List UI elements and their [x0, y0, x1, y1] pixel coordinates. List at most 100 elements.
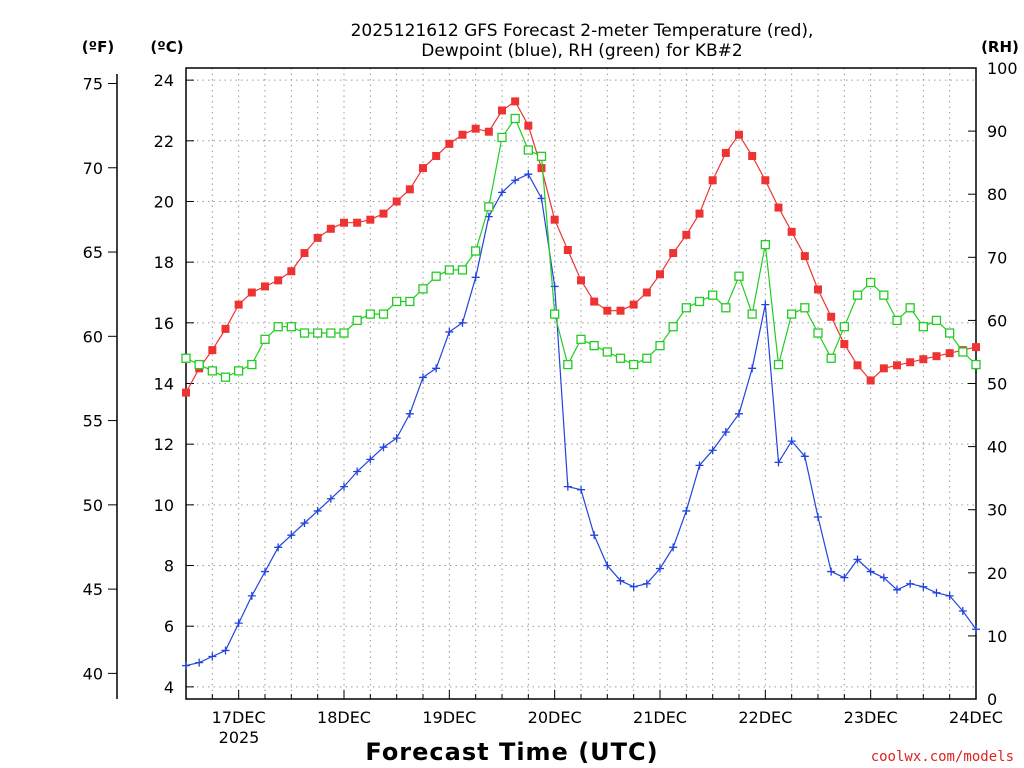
temperature-point [669, 249, 678, 258]
rh-point [866, 277, 876, 288]
rh-tick-label: 80 [987, 185, 1007, 204]
rh-point [800, 303, 810, 313]
temperature-point [906, 358, 915, 367]
dewpoint-point [247, 591, 256, 600]
x-tick-label: 19DEC [422, 708, 476, 727]
rh-tick-label: 100 [987, 59, 1018, 78]
x-tick-label: 20DEC [528, 708, 582, 727]
rh-tick-label: 30 [987, 501, 1007, 520]
temperature-point [577, 276, 585, 285]
celsius-tick-label: 16 [154, 314, 174, 333]
dewpoint-point [366, 455, 375, 464]
temperature-point [761, 176, 770, 185]
rh-point [576, 334, 586, 344]
dewpoint-point [945, 591, 954, 600]
temperature-point [853, 361, 862, 370]
rh-point [629, 359, 639, 370]
dewpoint-point [458, 318, 467, 327]
dewpoint-point [405, 409, 414, 418]
rh-point [615, 353, 626, 363]
celsius-tick-label: 10 [154, 496, 174, 515]
dewpoint-point [590, 531, 599, 540]
fahrenheit-tick-label: 50 [83, 496, 103, 515]
rh-point [405, 296, 415, 307]
dewpoint-point [695, 461, 704, 470]
temperature-point [458, 130, 467, 139]
dewpoint-point [827, 567, 836, 576]
rh-point [681, 303, 691, 313]
dewpoint-point [682, 506, 691, 515]
temperature-point [208, 346, 217, 355]
fahrenheit-tick-label: 40 [83, 664, 103, 683]
temperature-point [326, 224, 335, 233]
temperature-point [405, 185, 414, 194]
temperature-point [840, 340, 849, 349]
rh-point [194, 359, 204, 370]
dewpoint-point [419, 373, 427, 382]
rh-point [773, 359, 784, 370]
temperature-point [511, 97, 520, 106]
temperature-point [682, 230, 691, 239]
dewpoint-point [642, 579, 651, 588]
rh-point [523, 145, 533, 155]
celsius-tick-label: 12 [154, 435, 174, 454]
rh-point [945, 328, 955, 338]
dewpoint-point [866, 567, 875, 576]
x-tick-label: 18DEC [317, 708, 371, 727]
rh-point [431, 271, 441, 281]
fahrenheit-tick-label: 55 [83, 412, 103, 431]
rh-point [207, 366, 217, 376]
rh-point [589, 340, 599, 351]
temperature-point [774, 203, 783, 212]
temperature-point [800, 252, 809, 261]
dewpoint-point [787, 437, 796, 446]
rh-point [339, 328, 349, 338]
fahrenheit-tick-label: 75 [83, 75, 103, 94]
fahrenheit-unit-label: (ºF) [82, 38, 114, 56]
celsius-tick-label: 6 [164, 617, 174, 636]
dewpoint-point [432, 364, 441, 373]
dewpoint-point [208, 652, 217, 661]
rh-point [536, 151, 547, 161]
dewpoint-point [577, 485, 585, 494]
rh-point [260, 334, 270, 344]
dewpoint-point [326, 494, 335, 503]
temperature-point [432, 151, 441, 160]
rh-point [247, 359, 257, 370]
x-tick-label: 24DEC [949, 708, 1003, 727]
temperature-point [748, 151, 757, 160]
dewpoint-point [471, 273, 480, 282]
temperature-point [563, 246, 572, 255]
rh-point [484, 202, 494, 212]
temperature-point [313, 233, 322, 242]
dewpoint-point [840, 573, 849, 582]
celsius-tick-label: 8 [164, 557, 174, 576]
rh-point [352, 315, 362, 326]
rh-point [813, 328, 823, 338]
dewpoint-point [629, 582, 638, 591]
temperature-point [274, 276, 283, 285]
rh-point [299, 328, 310, 338]
rh-point [326, 328, 336, 338]
celsius-unit-label: (ºC) [150, 38, 183, 56]
rh-tick-label: 90 [987, 122, 1007, 141]
rh-point [852, 290, 863, 300]
rh-point [220, 372, 231, 382]
rh-point [879, 290, 889, 300]
temperature-point [866, 376, 875, 385]
temperature-point [300, 249, 309, 258]
rh-point [392, 296, 402, 307]
rh-point [905, 303, 915, 313]
dewpoint-point [721, 428, 730, 437]
dewpoint-point [879, 573, 888, 582]
rh-point [931, 315, 942, 326]
rh-point [602, 347, 612, 357]
temperature-point [340, 218, 348, 227]
temperature-point [879, 364, 888, 373]
dewpoint-point [221, 646, 230, 655]
temperature-point [642, 288, 651, 297]
rh-point [892, 315, 902, 326]
rh-point [694, 296, 705, 307]
tick-labels: 4 6 8 10 12 14 16 18 20 22 24 40 45 50 55 60 65 70 75 0 10 20… [83, 59, 1018, 727]
